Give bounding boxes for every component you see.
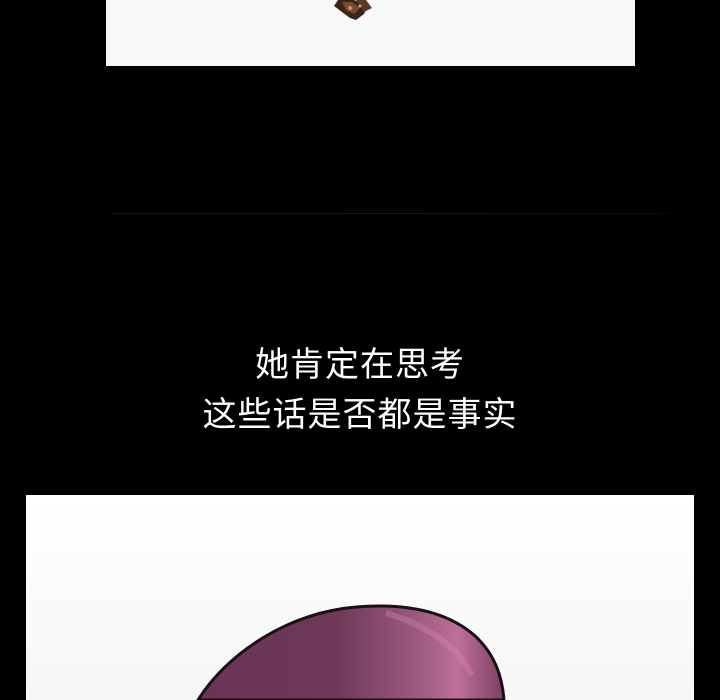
caption-line-2: 这些话是否都是事实 — [202, 395, 518, 435]
caption-line-1: 她肯定在思考 — [255, 345, 465, 385]
earring-illustration — [334, 0, 372, 20]
bottom-comic-panel — [26, 495, 694, 700]
character-hair-illustration — [196, 604, 506, 700]
top-comic-panel — [106, 0, 635, 66]
panel-divider — [110, 213, 670, 214]
narration-caption: 她肯定在思考 这些话是否都是事实 — [0, 340, 720, 440]
earring-icon — [334, 0, 372, 20]
hair-shape — [196, 604, 506, 700]
